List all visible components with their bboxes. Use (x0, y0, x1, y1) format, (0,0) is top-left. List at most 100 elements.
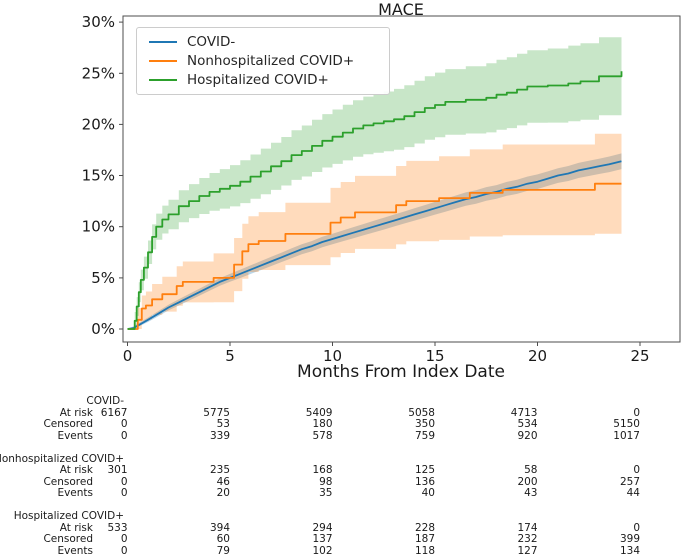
risk-value: 5150 (613, 418, 640, 430)
risk-value: 5775 (203, 406, 230, 419)
risk-value: 44 (626, 487, 640, 499)
legend-line-swatch-green (149, 79, 177, 81)
risk-value: 20 (216, 487, 230, 499)
risk-value: 4713 (510, 406, 538, 419)
risk-value: 58 (524, 464, 538, 476)
chart-title: MACE (378, 0, 424, 19)
legend-line-swatch-blue (149, 41, 177, 43)
risk-value: 350 (414, 418, 435, 430)
legend-item-hospitalized-covid-positive: Hospitalized COVID+ (137, 71, 389, 90)
risk-value: 5058 (408, 406, 435, 419)
x-tick-label: 5 (225, 347, 235, 365)
risk-value: 1017 (613, 429, 640, 442)
legend: COVID- Nonhospitalized COVID+ Hospitaliz… (136, 27, 390, 95)
x-tick-label: 10 (323, 347, 342, 365)
risk-value: 136 (414, 475, 435, 488)
series-line-nonhospitalized-covid (127, 182, 622, 330)
risk-value: 134 (619, 544, 640, 557)
risk-value: 118 (414, 544, 435, 557)
y-tick-label: 20% (82, 115, 115, 133)
risk-value: 294 (312, 521, 333, 534)
x-tick-label: 25 (630, 347, 649, 365)
x-tick-label: 15 (425, 347, 444, 365)
risk-value: 0 (633, 464, 640, 476)
risk-value: 174 (517, 521, 538, 534)
legend-label: COVID- (187, 34, 236, 50)
risk-value: 6167 (100, 406, 128, 419)
risk-value: 533 (107, 521, 128, 534)
risk-value: 180 (312, 418, 333, 430)
confidence-band-hospitalized-covid (127, 31, 622, 330)
risk-value: 127 (517, 544, 538, 557)
risk-value: 35 (319, 487, 333, 499)
y-tick-label: 15% (82, 167, 115, 185)
risk-row-label: Events (57, 487, 93, 499)
y-tick-label: 30% (82, 13, 115, 31)
risk-row-label: Events (57, 429, 93, 442)
risk-row-label: At risk (59, 464, 93, 476)
risk-value: 257 (619, 475, 640, 488)
risk-value: 187 (414, 533, 435, 545)
risk-value: 0 (120, 487, 128, 499)
risk-value: 46 (216, 475, 230, 488)
risk-value: 399 (619, 533, 640, 545)
risk-value: 102 (312, 544, 333, 557)
risk-row-label: At risk (59, 406, 93, 419)
plot-border (122, 15, 681, 343)
risk-value: 137 (312, 533, 333, 545)
risk-value: 232 (517, 533, 538, 545)
risk-value: 200 (517, 475, 538, 488)
risk-value: 168 (312, 464, 333, 476)
legend-label: Hospitalized COVID+ (187, 72, 329, 88)
y-tick-label: 10% (82, 218, 115, 236)
risk-value: 301 (107, 464, 128, 476)
risk-value: 235 (209, 464, 230, 476)
confidence-band-covid (127, 153, 622, 329)
risk-value: 339 (209, 429, 230, 442)
legend-label: Nonhospitalized COVID+ (187, 53, 355, 69)
risk-value: 0 (633, 521, 640, 534)
risk-row-label: At risk (59, 521, 93, 534)
risk-value: 0 (633, 406, 640, 419)
x-axis-label: Months From Index Date (297, 362, 505, 382)
risk-row-label: Events (57, 544, 93, 557)
risk-row-label: Censored (43, 533, 93, 545)
risk-value: 0 (120, 475, 128, 488)
y-tick-label: 25% (82, 64, 115, 82)
legend-item-nonhospitalized-covid-positive: Nonhospitalized COVID+ (137, 52, 389, 71)
risk-value: 228 (414, 521, 435, 534)
risk-value: 60 (216, 533, 230, 545)
risk-value: 125 (414, 464, 435, 476)
risk-value: 5409 (305, 406, 333, 419)
risk-value: 0 (120, 418, 128, 430)
risk-value: 79 (216, 544, 230, 557)
series-line-hospitalized-covid (127, 71, 623, 330)
y-tick-label: 0% (91, 320, 115, 338)
risk-group-name: Hospitalized COVID+ (13, 510, 124, 522)
risk-group-name: COVID- (86, 395, 124, 407)
x-tick-label: 20 (528, 347, 547, 365)
risk-value: 98 (319, 475, 333, 488)
confidence-band-nonhospitalized-covid (127, 132, 622, 329)
series-line-covid (127, 160, 622, 330)
legend-item-covid-negative: COVID- (137, 33, 389, 52)
chart-canvas: 0 5 10 15 20 25 0% 5% 10% 15% 20% 25% 30% (82, 13, 681, 365)
risk-value: 534 (517, 418, 538, 430)
risk-value: 394 (209, 521, 230, 534)
risk-value: 40 (421, 487, 435, 499)
legend-line-swatch-orange (149, 60, 177, 62)
risk-value: 0 (120, 544, 128, 557)
risk-group-name: Nonhospitalized COVID+ (0, 452, 124, 465)
risk-value: 0 (120, 429, 128, 442)
risk-value: 578 (312, 429, 333, 442)
risk-value: 53 (216, 418, 230, 430)
risk-value: 43 (524, 487, 538, 499)
x-tick-label: 0 (123, 347, 133, 365)
risk-row-label: Censored (43, 418, 93, 430)
risk-value: 759 (414, 429, 435, 442)
risk-value: 920 (517, 429, 538, 442)
y-tick-label: 5% (91, 269, 115, 287)
risk-value: 0 (120, 533, 128, 545)
risk-row-label: Censored (43, 475, 93, 488)
